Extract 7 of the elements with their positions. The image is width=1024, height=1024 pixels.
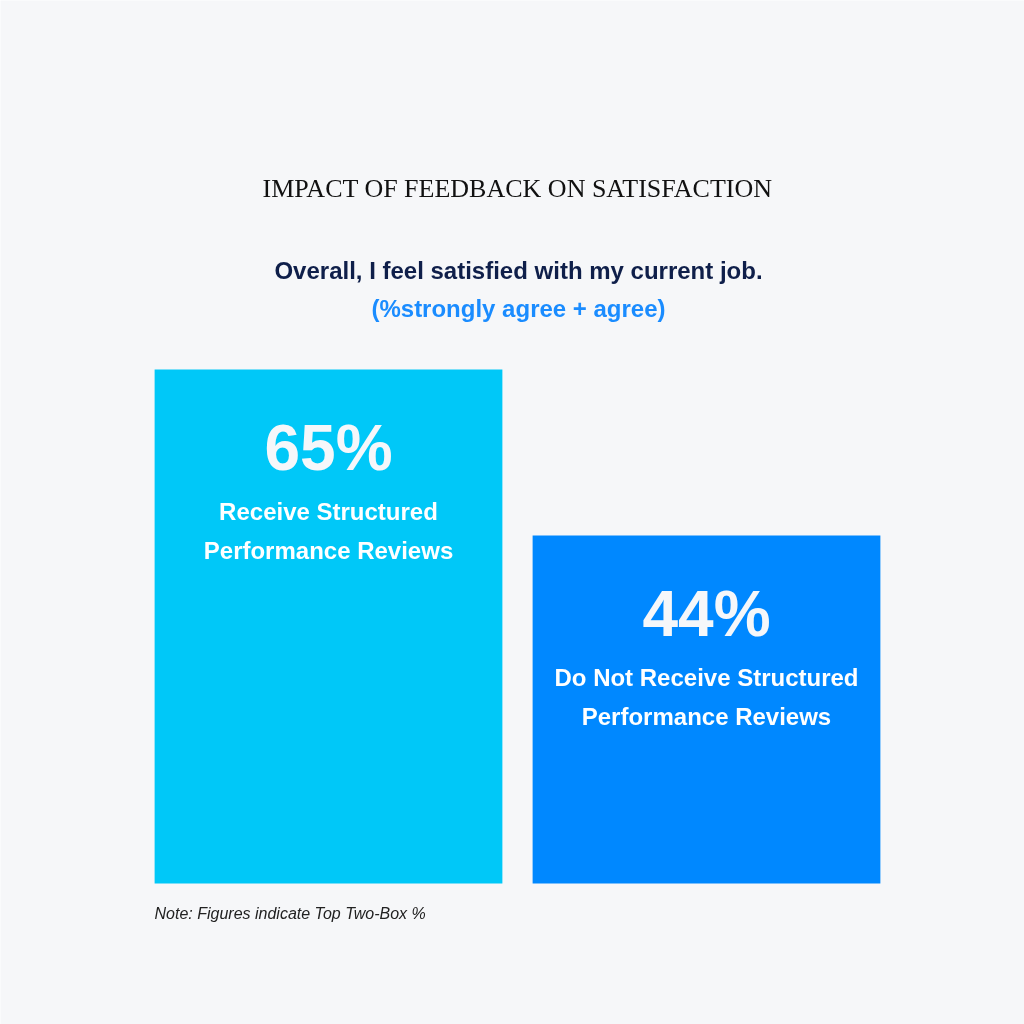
chart-title: IMPACT OF FEEDBACK ON SATISFACTION	[262, 174, 773, 203]
x-tick-label: Receive Structured Performance Reviews	[203, 497, 454, 564]
chart-subtitle: Overall, I feel satisfied with my current job. (%strongly agree + agree)	[274, 257, 763, 322]
data-label: 65%	[264, 411, 393, 484]
text: Note: Figures indicate Top Two-Box %	[154, 905, 426, 922]
data-label: 44%	[642, 577, 771, 650]
x-tick-label: Do Not Receive Structured Performance Reviews	[554, 663, 859, 730]
